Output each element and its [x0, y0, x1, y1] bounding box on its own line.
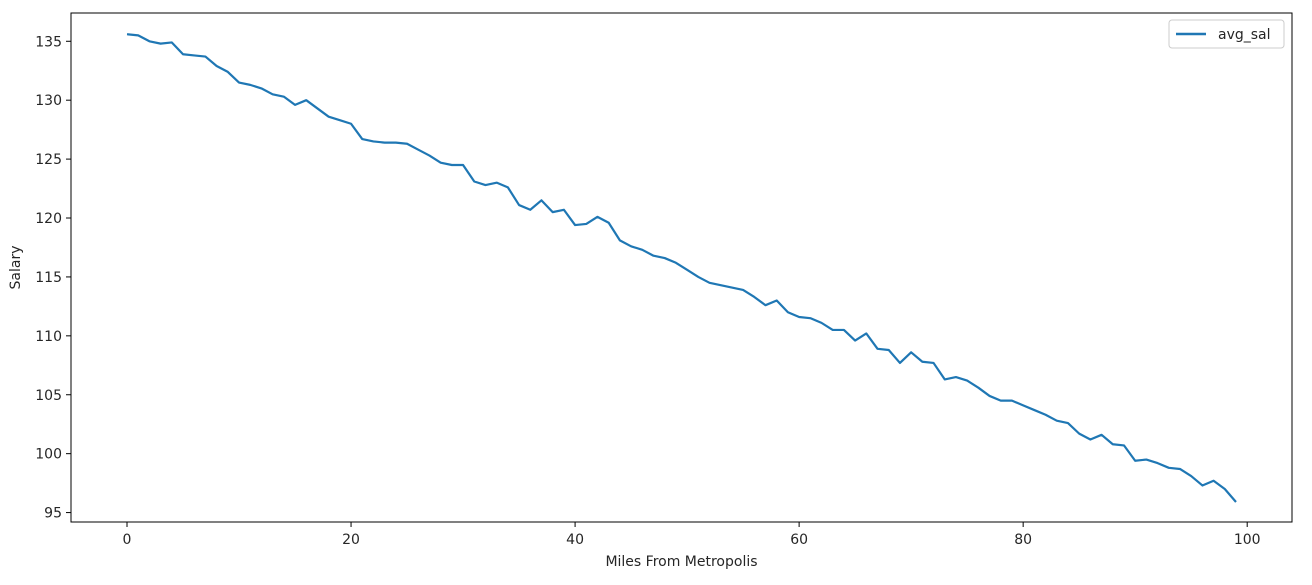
y-tick-label: 110	[35, 329, 62, 345]
legend-box	[1168, 19, 1285, 49]
y-tick-label: 100	[35, 447, 62, 463]
y-tick-label: 115	[35, 270, 62, 286]
series-layer	[126, 33, 1237, 503]
x-axis-label: Miles From Metropolis	[605, 554, 757, 570]
x-tick-label: 100	[1234, 532, 1261, 548]
x-tick-label: 60	[790, 532, 808, 548]
y-tick-label: 125	[35, 152, 62, 168]
series-line-avg-sal	[126, 33, 1237, 503]
y-tick-label: 105	[35, 388, 62, 404]
y-axis-label: Salary	[8, 246, 24, 290]
x-tick-label: 80	[1014, 532, 1032, 548]
x-tick-label: 0	[123, 532, 132, 548]
y-axis-ticks: 95 100 105 110 115 120 125 130 135	[35, 34, 71, 522]
y-tick-label: 130	[35, 93, 62, 109]
y-tick-label: 95	[44, 506, 62, 522]
x-tick-label: 20	[342, 532, 360, 548]
legend: avg_sal	[1168, 19, 1285, 49]
x-axis-ticks: 0 20 40 60 80 100	[123, 522, 1261, 548]
x-tick-label: 40	[566, 532, 584, 548]
y-tick-label: 120	[35, 211, 62, 227]
plot-area-frame	[70, 12, 1293, 523]
legend-label-avg-sal: avg_sal	[1218, 27, 1271, 43]
y-tick-label: 135	[35, 34, 62, 50]
